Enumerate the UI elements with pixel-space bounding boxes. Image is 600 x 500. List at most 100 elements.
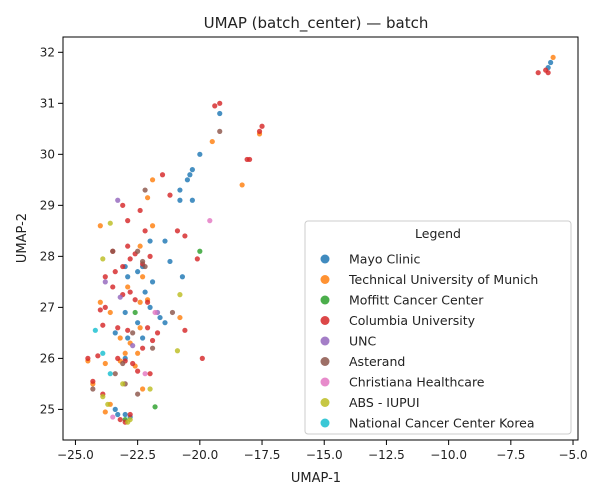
scatter-point <box>117 294 123 300</box>
y-tick-label: 32 <box>40 45 55 59</box>
scatter-point <box>125 243 131 249</box>
x-tick-label: −20.0 <box>181 448 218 462</box>
scatter-point <box>125 284 131 290</box>
legend-marker <box>320 275 330 284</box>
scatter-point <box>135 350 141 356</box>
scatter-point <box>217 128 223 134</box>
scatter-point <box>162 320 168 326</box>
scatter-point <box>167 258 173 265</box>
scatter-point <box>149 337 156 344</box>
scatter-point <box>120 360 126 367</box>
scatter-point <box>130 360 136 367</box>
scatter-point <box>535 70 541 76</box>
x-axis-ticks: −25.0 −22.5 −20.0 −17.5 −15.0 −12.5 −10.0 −7.5 −… <box>57 440 588 462</box>
scatter-point <box>140 386 146 392</box>
scatter-point <box>174 228 181 234</box>
scatter-point <box>149 223 156 229</box>
scatter-point <box>147 304 153 310</box>
scatter-point <box>177 314 183 321</box>
scatter-point <box>125 419 131 425</box>
scatter-point <box>182 233 188 239</box>
series-7 <box>100 220 183 425</box>
scatter-point <box>137 207 143 214</box>
y-tick-label: 26 <box>40 351 55 365</box>
scatter-point <box>95 353 101 359</box>
scatter-point <box>177 292 183 298</box>
scatter-point <box>125 335 131 341</box>
scatter-point <box>169 309 176 316</box>
scatter-point <box>197 248 203 254</box>
scatter-point <box>135 368 141 374</box>
scatter-point <box>209 138 215 145</box>
scatter-point <box>147 238 153 244</box>
legend-label: UNC <box>349 334 376 349</box>
scatter-point <box>100 322 106 328</box>
scatter-point <box>149 345 156 351</box>
scatter-point <box>110 284 116 290</box>
legend-frame <box>304 220 572 435</box>
legend-label: Asterand <box>349 354 405 369</box>
scatter-point <box>179 274 186 280</box>
scatter-point <box>142 263 148 270</box>
scatter-point <box>112 406 118 412</box>
y-tick-label: 30 <box>40 147 55 161</box>
x-axis-label: UMAP-1 <box>291 471 341 486</box>
y-tick-label: 28 <box>40 249 55 263</box>
scatter-point <box>100 394 106 400</box>
x-tick-label: −10.0 <box>430 448 467 462</box>
scatter-point <box>135 391 141 397</box>
scatter-point <box>102 304 108 310</box>
scatter-point <box>115 197 121 203</box>
series-5 <box>90 128 223 397</box>
scatter-point <box>189 167 195 173</box>
scatter-point <box>177 187 183 193</box>
scatter-point <box>122 411 128 418</box>
scatter-point <box>90 378 96 384</box>
series-4 <box>102 197 161 349</box>
scatter-point <box>92 327 98 333</box>
scatter-point <box>147 253 153 259</box>
legend: Legend Mayo Clinic Technical University o… <box>304 220 572 435</box>
scatter-point <box>102 274 108 280</box>
scatter-point <box>207 218 213 224</box>
scatter-point <box>102 360 108 367</box>
scatter-point <box>110 414 116 420</box>
legend-label: Mayo Clinic <box>349 252 421 267</box>
scatter-point <box>90 386 96 392</box>
scatter-point <box>144 325 151 331</box>
scatter-point <box>142 371 148 377</box>
scatter-point <box>217 110 223 117</box>
points-layer <box>85 54 556 425</box>
series-0 <box>112 59 554 420</box>
scatter-point <box>197 151 203 157</box>
scatter-point <box>137 299 143 305</box>
scatter-point <box>125 274 131 280</box>
legend-title: Legend <box>415 226 461 241</box>
scatter-point <box>127 289 133 295</box>
scatter-point <box>177 197 183 203</box>
legend-marker <box>320 295 330 305</box>
y-tick-label: 29 <box>40 198 55 212</box>
legend-label: Moffitt Cancer Center <box>349 293 484 308</box>
scatter-point <box>132 309 138 316</box>
legend-items: Mayo Clinic Technical University of Munic… <box>320 252 538 431</box>
scatter-point <box>102 409 108 415</box>
legend-label: Technical University of Munich <box>348 272 538 287</box>
legend-label: ABS - IUPUI <box>349 395 420 410</box>
scatter-point <box>167 192 173 198</box>
scatter-point <box>125 327 131 333</box>
x-tick-label: −5.0 <box>558 448 587 462</box>
scatter-point <box>110 248 116 254</box>
scatter-point <box>130 330 136 336</box>
scatter-point <box>543 67 549 73</box>
scatter-point <box>149 279 156 285</box>
scatter-point <box>199 355 205 361</box>
scatter-point <box>137 325 143 331</box>
scatter-point <box>550 54 556 61</box>
scatter-point <box>122 350 128 356</box>
scatter-point <box>142 228 148 234</box>
scatter-point <box>115 325 121 331</box>
scatter-point <box>85 355 91 361</box>
scatter-point <box>102 279 108 285</box>
